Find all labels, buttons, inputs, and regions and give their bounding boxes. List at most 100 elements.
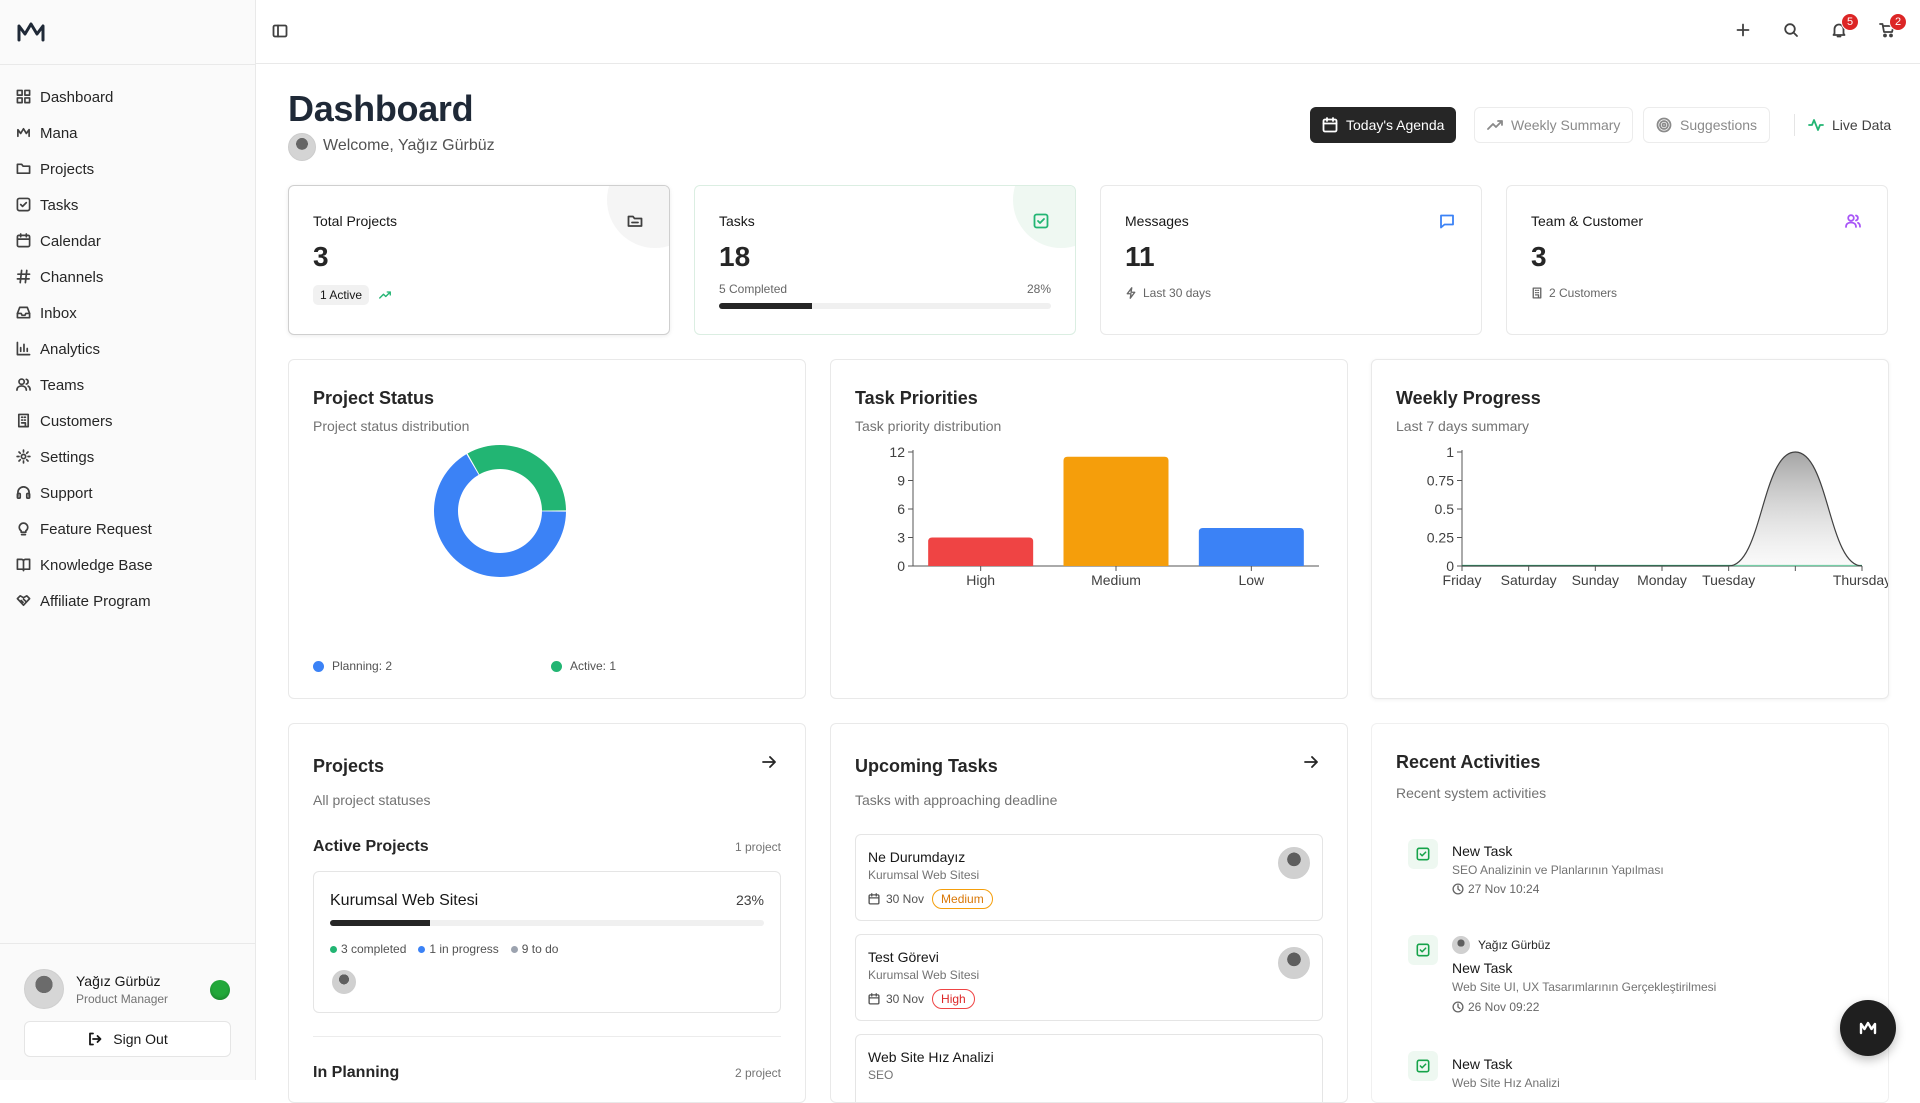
assistant-fab-button[interactable] xyxy=(1840,1000,1896,1056)
stat-card-messages[interactable]: Messages 11 Last 30 days xyxy=(1100,185,1482,335)
y-tick-label: 0.75 xyxy=(1427,473,1454,489)
check-square-icon xyxy=(1408,839,1438,869)
stat-value: 3 xyxy=(313,241,329,272)
search-icon[interactable] xyxy=(1783,22,1803,42)
weekly-summary-label: Weekly Summary xyxy=(1511,117,1621,133)
task-title: Ne Durumdayız xyxy=(868,849,966,865)
x-tick-label: Friday xyxy=(1443,572,1482,588)
task-card[interactable]: Ne Durumdayız Kurumsal Web Sitesi 30 Nov… xyxy=(855,834,1323,921)
cart-badge: 2 xyxy=(1889,13,1907,31)
users-icon xyxy=(16,377,32,393)
sidebar-toggle-icon[interactable] xyxy=(272,23,290,41)
bell-icon[interactable]: 5 xyxy=(1831,13,1859,42)
y-tick-label: 0.25 xyxy=(1427,530,1454,546)
task-project: Kurumsal Web Sitesi xyxy=(868,968,980,982)
mana-logo-icon[interactable] xyxy=(16,20,48,44)
stat-card-team-customer[interactable]: Team & Customer 3 2 Customers xyxy=(1506,185,1888,335)
weekly-progress-area-chart: 0 0.25 0.5 0.75 1 Friday Saturday Sunday Monday T… xyxy=(1427,444,1888,588)
online-status-indicator xyxy=(210,980,230,1000)
task-meta: 30 Nov Medium xyxy=(868,889,993,909)
panel-subtitle: Tasks with approaching deadline xyxy=(855,792,1058,808)
sidebar-item-mana[interactable]: Mana xyxy=(8,115,248,151)
suggestions-label: Suggestions xyxy=(1680,117,1758,133)
headphones-icon xyxy=(16,485,32,501)
trending-up-icon xyxy=(379,289,391,301)
sidebar-item-label: Mana xyxy=(40,124,78,142)
sidebar-item-label: Channels xyxy=(40,268,104,286)
project-progress-fill xyxy=(330,920,430,926)
sidebar-item-label: Affiliate Program xyxy=(40,592,151,610)
sidebar-item-customers[interactable]: Customers xyxy=(8,403,248,439)
x-tick-label: Monday xyxy=(1637,572,1687,588)
stat-label: Tasks xyxy=(719,213,755,229)
clock-icon xyxy=(1452,1001,1464,1013)
sidebar-item-label: Settings xyxy=(40,448,95,466)
stat-card-tasks[interactable]: Tasks 18 5 Completed 28% xyxy=(694,185,1076,335)
x-tick-label: High xyxy=(966,572,995,588)
avatar xyxy=(288,133,316,161)
stat-sub: 2 Customers xyxy=(1531,286,1617,300)
panel-title: Projects xyxy=(313,756,385,776)
bar-medium xyxy=(1063,456,1169,566)
sidebar-item-tasks[interactable]: Tasks xyxy=(8,187,248,223)
arrow-right-icon[interactable] xyxy=(761,754,777,770)
stat-sub: 1 Active xyxy=(313,285,391,305)
task-card[interactable]: Test Görevi Kurumsal Web Sitesi 30 Nov H… xyxy=(855,934,1323,1021)
project-status-donut-chart xyxy=(434,445,566,577)
folder-icon xyxy=(627,213,645,231)
plus-icon[interactable] xyxy=(1735,22,1755,42)
stat-card-total-projects[interactable]: Total Projects 3 1 Active xyxy=(288,185,670,335)
avatar xyxy=(1452,936,1470,954)
sidebar-item-label: Knowledge Base xyxy=(40,556,153,574)
panel-title: Weekly Progress xyxy=(1396,388,1541,408)
sidebar-item-channels[interactable]: Channels xyxy=(8,259,248,295)
sidebar-item-feature-request[interactable]: Feature Request xyxy=(8,511,248,547)
task-date: 30 Nov xyxy=(886,892,925,906)
todays-agenda-button[interactable]: Today's Agenda xyxy=(1310,107,1457,143)
sidebar-item-inbox[interactable]: Inbox xyxy=(8,295,248,331)
sidebar-item-projects[interactable]: Projects xyxy=(8,151,248,187)
sidebar-item-dashboard[interactable]: Dashboard xyxy=(8,79,248,115)
sidebar-item-knowledge-base[interactable]: Knowledge Base xyxy=(8,547,248,583)
panel-title: Recent Activities xyxy=(1396,752,1541,772)
weekly-summary-button[interactable]: Weekly Summary xyxy=(1474,107,1634,143)
tasks-percent-text: 28% xyxy=(1026,282,1051,296)
sidebar-item-calendar[interactable]: Calendar xyxy=(8,223,248,259)
sidebar-item-support[interactable]: Support xyxy=(8,475,248,511)
area-line xyxy=(1462,451,1863,567)
project-card[interactable]: Kurumsal Web Sitesi 23% 3 completed 1 in… xyxy=(313,871,781,1013)
task-card[interactable]: Web Site Hız Analizi SEO xyxy=(855,1034,1323,1102)
calendar-icon xyxy=(868,993,880,1005)
live-data-button[interactable]: Live Data xyxy=(1796,107,1903,143)
sidebar-item-label: Tasks xyxy=(40,196,79,214)
in-planning-count: 2 project xyxy=(734,1066,781,1080)
arrow-right-icon[interactable] xyxy=(1303,754,1319,770)
book-icon xyxy=(16,557,32,573)
sidebar-item-affiliate-program[interactable]: Affiliate Program xyxy=(8,583,248,619)
stat-label: Team & Customer xyxy=(1531,213,1644,229)
sidebar-item-teams[interactable]: Teams xyxy=(8,367,248,403)
stat-value: 3 xyxy=(1531,241,1547,272)
activity-title: New Task xyxy=(1452,843,1513,859)
y-tick-label: 6 xyxy=(897,501,905,517)
sidebar-item-settings[interactable]: Settings xyxy=(8,439,248,475)
sidebar-item-label: Analytics xyxy=(40,340,101,358)
section-divider xyxy=(313,1036,781,1037)
topbar: 5 2 xyxy=(256,0,1920,64)
sidebar-item-analytics[interactable]: Analytics xyxy=(8,331,248,367)
avatar[interactable] xyxy=(24,969,64,1009)
sidebar-item-label: Support xyxy=(40,484,93,502)
activity-time: 27 Nov 10:24 xyxy=(1452,882,1539,896)
tasks-progress-bar xyxy=(719,303,1051,309)
cart-icon[interactable]: 2 xyxy=(1879,13,1907,42)
avatar xyxy=(1278,847,1310,879)
calendar-icon xyxy=(16,233,32,249)
project-percent: 23% xyxy=(735,892,764,908)
task-priorities-panel: Task Priorities Task priority distributi… xyxy=(830,359,1348,699)
suggestions-button[interactable]: Suggestions xyxy=(1643,107,1771,143)
activity-user: Yağız Gürbüz xyxy=(1478,938,1551,952)
stat-value: 18 xyxy=(719,241,751,272)
sign-out-button[interactable]: Sign Out xyxy=(24,1021,231,1057)
layout-grid-icon xyxy=(16,89,32,105)
activity-description: Web Site Hız Analizi xyxy=(1452,1076,1560,1090)
